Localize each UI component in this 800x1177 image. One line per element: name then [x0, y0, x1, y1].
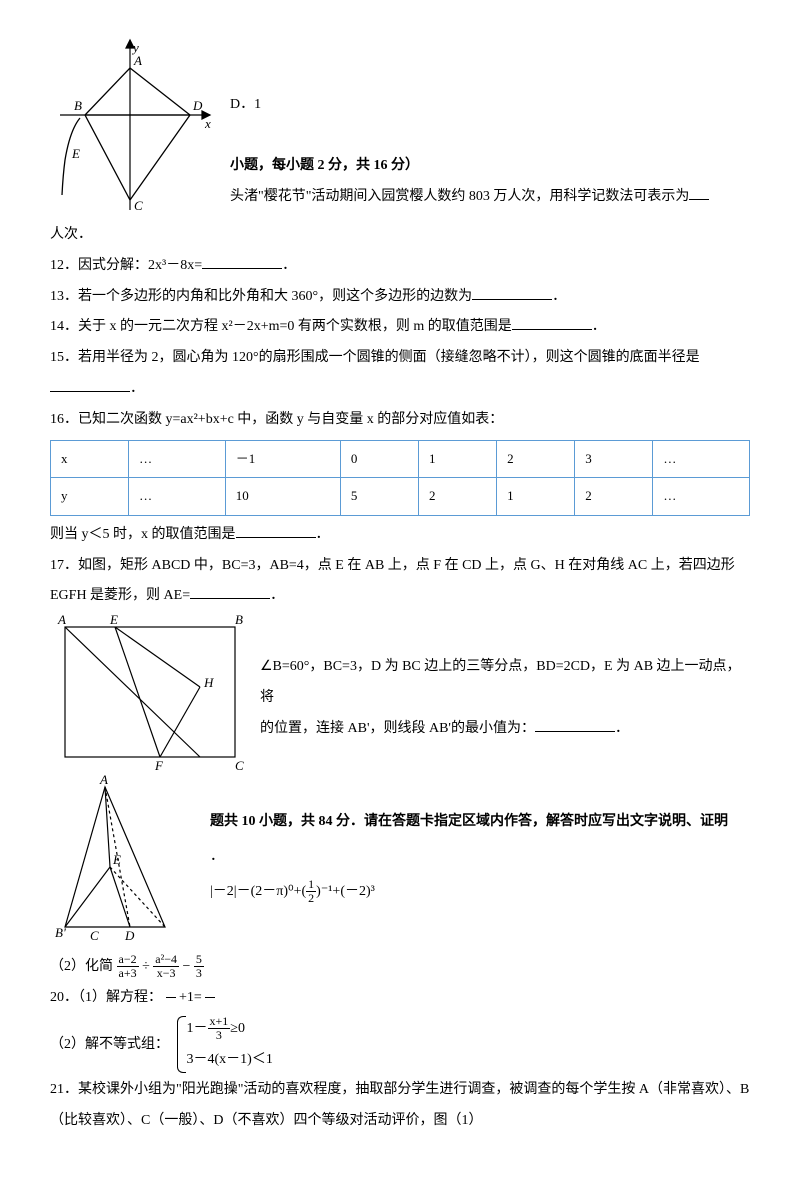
- q19-2-label: （2）化简: [50, 959, 113, 974]
- q18-p2: 的位置，连接 AB'，则线段 AB'的最小值为：: [260, 721, 535, 736]
- svg-text:B: B: [74, 98, 82, 113]
- q18-p1: ∠B=60°，BC=3，D 为 BC 边上的三等分点，BD=2CD，E 为 AB…: [260, 659, 741, 705]
- svg-text:B: B: [235, 612, 243, 627]
- svg-text:C: C: [90, 928, 99, 943]
- svg-text:A: A: [57, 612, 66, 627]
- svg-text:H: H: [203, 675, 214, 690]
- q17-blank: [190, 584, 270, 599]
- q21-text: 21．某校课外小组为"阳光跑操"活动的喜欢程度，抽取部分学生进行调查，被调查的每…: [50, 1075, 750, 1137]
- q16-tail: 则当 y＜5 时，x 的取值范围是: [50, 527, 236, 542]
- svg-text:D: D: [124, 928, 135, 943]
- svg-text:A: A: [133, 53, 142, 68]
- section-answer-title: 题共 10 小题，共 84 分．请在答题卡指定区域内作答，解答时应写出文字说明、…: [210, 814, 728, 829]
- svg-text:E: E: [109, 612, 118, 627]
- q11-unit: 人次．: [50, 220, 750, 251]
- frac-e: [205, 984, 215, 1011]
- triangle-fold-figure: A E B' C D: [50, 772, 200, 952]
- q16-table: x…－10123… y…105212…: [50, 440, 750, 516]
- svg-text:C: C: [235, 758, 244, 772]
- section-fill-title: 小题，每小题 2 分，共 16 分）: [230, 158, 419, 173]
- frac-b: a²−4x−3: [153, 953, 179, 980]
- q12-blank: [202, 254, 282, 269]
- svg-text:D: D: [192, 98, 203, 113]
- coord-rhombus-figure: y A B D x E C: [50, 30, 220, 220]
- q15-text: 15．若用半径为 2，圆心角为 120°的扇形围成一个圆锥的侧面（接缝忽略不计）…: [50, 350, 700, 365]
- q14-text: 14．关于 x 的一元二次方程 x²－2x+m=0 有两个实数根，则 m 的取值…: [50, 319, 512, 334]
- frac-c: 53: [194, 953, 204, 980]
- q20-1-label: 20．（1）解方程：: [50, 990, 162, 1005]
- q13-text: 13．若一个多边形的内角和比外角和大 360°，则这个多边形的边数为: [50, 289, 472, 304]
- svg-text:B': B': [55, 925, 66, 940]
- q14-blank: [512, 315, 592, 330]
- svg-text:F: F: [154, 758, 164, 772]
- q11-text: 头渚"樱花节"活动期间入园赏樱人数约 803 万人次，用科学记数法可表示为: [230, 189, 689, 204]
- q19-1: |－2|－(2－π)⁰+(: [210, 884, 306, 899]
- q12-text: 12．因式分解：2x³－8x=: [50, 258, 202, 273]
- frac-a: a−2a+3: [117, 953, 139, 980]
- q17-text: 17．如图，矩形 ABCD 中，BC=3，AB=4，点 E 在 AB 上，点 F…: [50, 558, 735, 604]
- q20-2-label: （2）解不等式组：: [50, 1037, 169, 1052]
- frac-half: 12: [306, 878, 316, 905]
- svg-text:C: C: [134, 198, 143, 213]
- frac-d: [166, 984, 176, 1011]
- brace-system: 1－x+13≥0 3－4(x－1)＜1: [173, 1014, 273, 1076]
- q16-intro: 16．已知二次函数 y=ax²+bx+c 中，函数 y 与自变量 x 的部分对应…: [50, 405, 750, 436]
- rect-egfh-figure: A E B H F C: [50, 612, 250, 772]
- svg-text:E: E: [112, 852, 121, 867]
- q16-blank: [236, 523, 316, 538]
- q13-blank: [472, 285, 552, 300]
- svg-text:E: E: [71, 146, 80, 161]
- option-d: D．1: [230, 97, 261, 112]
- q18-blank: [535, 717, 615, 732]
- svg-text:x: x: [204, 116, 211, 131]
- q15-blank: [50, 377, 130, 392]
- svg-text:A: A: [99, 772, 108, 787]
- q11-blank: [689, 185, 709, 200]
